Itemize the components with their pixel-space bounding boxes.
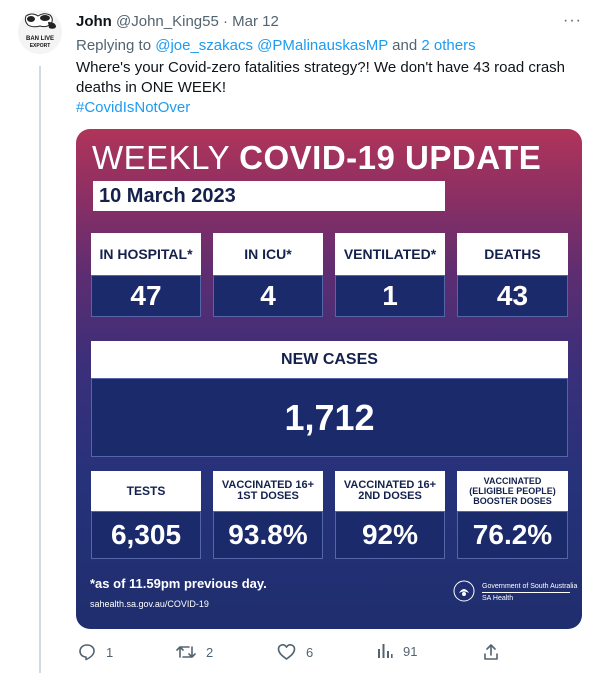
stat-new-cases: NEW CASES 1,712	[91, 341, 568, 457]
avatar-text-1: BAN LIVE	[26, 36, 54, 42]
sa-government-emblem-icon	[453, 580, 475, 602]
gov-name: Government of South Australia	[482, 583, 578, 590]
stat-label: VACCINATED 16+ 1ST DOSES	[213, 471, 323, 511]
reply-user-link-1[interactable]: @joe_szakacs	[155, 37, 253, 54]
stat-label: DEATHS	[457, 233, 568, 275]
stat-value: 93.8%	[213, 511, 323, 559]
tweet-date[interactable]: Mar 12	[232, 13, 279, 30]
stat-in-hospital: IN HOSPITAL* 47	[91, 233, 201, 317]
reply-count: 1	[106, 644, 114, 660]
stat-vaccinated-1st: VACCINATED 16+ 1ST DOSES 93.8%	[213, 471, 323, 559]
author-handle[interactable]: @John_King55	[116, 13, 219, 30]
tweet-header: John @John_King55 · Mar 12	[76, 13, 279, 31]
stat-label: VACCINATED 16+ 2ND DOSES	[335, 471, 445, 511]
cow-logo-icon: BAN LIVE EXPORT	[18, 10, 62, 54]
hashtag-link[interactable]: #CovidIsNotOver	[76, 99, 191, 116]
gov-divider	[482, 592, 570, 593]
stat-vaccinated-2nd: VACCINATED 16+ 2ND DOSES 92%	[335, 471, 445, 559]
footnote: *as of 11.59pm previous day.	[90, 576, 267, 591]
card-date-box: 10 March 2023	[93, 181, 445, 211]
stat-ventilated: VENTILATED* 1	[335, 233, 445, 317]
like-count: 6	[306, 644, 314, 660]
thread-line	[39, 66, 41, 673]
stat-tests: TESTS 6,305	[91, 471, 201, 559]
share-button[interactable]	[483, 643, 499, 661]
stat-label: TESTS	[91, 471, 201, 511]
retweet-button[interactable]: 2	[176, 643, 213, 661]
avatar-text-2: EXPORT	[30, 43, 51, 49]
stat-label: VENTILATED*	[335, 233, 445, 275]
gov-department: SA Health	[482, 595, 514, 602]
card-title-light: WEEKLY	[92, 139, 240, 176]
reply-others-link[interactable]: 2 others	[421, 37, 476, 54]
stat-label: NEW CASES	[91, 341, 568, 378]
more-options-icon[interactable]: ···	[563, 12, 582, 29]
retweet-icon	[176, 646, 196, 658]
stat-in-icu: IN ICU* 4	[213, 233, 323, 317]
views-chart-icon	[378, 644, 393, 658]
stat-value: 47	[91, 275, 201, 317]
stat-value: 92%	[335, 511, 445, 559]
header-separator: ·	[223, 13, 228, 30]
replying-to: Replying to @joe_szakacs @PMalinauskasMP…	[76, 37, 476, 54]
stat-label: IN ICU*	[213, 233, 323, 275]
stat-value: 6,305	[91, 511, 201, 559]
sahealth-url: sahealth.sa.gov.au/COVID-19	[90, 599, 209, 609]
views-count: 91	[403, 643, 418, 659]
stat-value: 1,712	[91, 378, 568, 457]
tweet-body: Where's your Covid-zero fatalities strat…	[76, 58, 576, 118]
stat-value: 4	[213, 275, 323, 317]
stat-value: 43	[457, 275, 568, 317]
heart-icon	[277, 644, 296, 660]
share-icon	[484, 644, 498, 660]
covid-update-image[interactable]: WEEKLY COVID-19 UPDATE 10 March 2023 IN …	[76, 129, 582, 629]
author-name[interactable]: John	[76, 13, 112, 30]
stat-label: IN HOSPITAL*	[91, 233, 201, 275]
stat-value: 76.2%	[457, 511, 568, 559]
stat-value: 1	[335, 275, 445, 317]
stat-booster: VACCINATED (ELIGIBLE PEOPLE) BOOSTER DOS…	[457, 471, 568, 559]
like-button[interactable]: 6	[277, 643, 313, 661]
reply-user-link-2[interactable]: @PMalinauskasMP	[257, 37, 389, 54]
card-date: 10 March 2023	[99, 185, 236, 207]
views-button[interactable]: 91	[377, 643, 417, 659]
avatar[interactable]: BAN LIVE EXPORT	[18, 10, 62, 54]
stat-deaths: DEATHS 43	[457, 233, 568, 317]
replying-prefix: Replying to	[76, 37, 156, 54]
card-title-bold: COVID-19 UPDATE	[239, 139, 542, 176]
retweet-count: 2	[206, 644, 214, 660]
tweet-text: Where's your Covid-zero fatalities strat…	[76, 59, 566, 96]
reply-and: and	[388, 37, 422, 54]
stat-label: VACCINATED (ELIGIBLE PEOPLE) BOOSTER DOS…	[457, 471, 568, 511]
card-title: WEEKLY COVID-19 UPDATE	[92, 139, 541, 177]
reply-button[interactable]: 1	[78, 643, 113, 661]
reply-icon	[79, 644, 95, 661]
